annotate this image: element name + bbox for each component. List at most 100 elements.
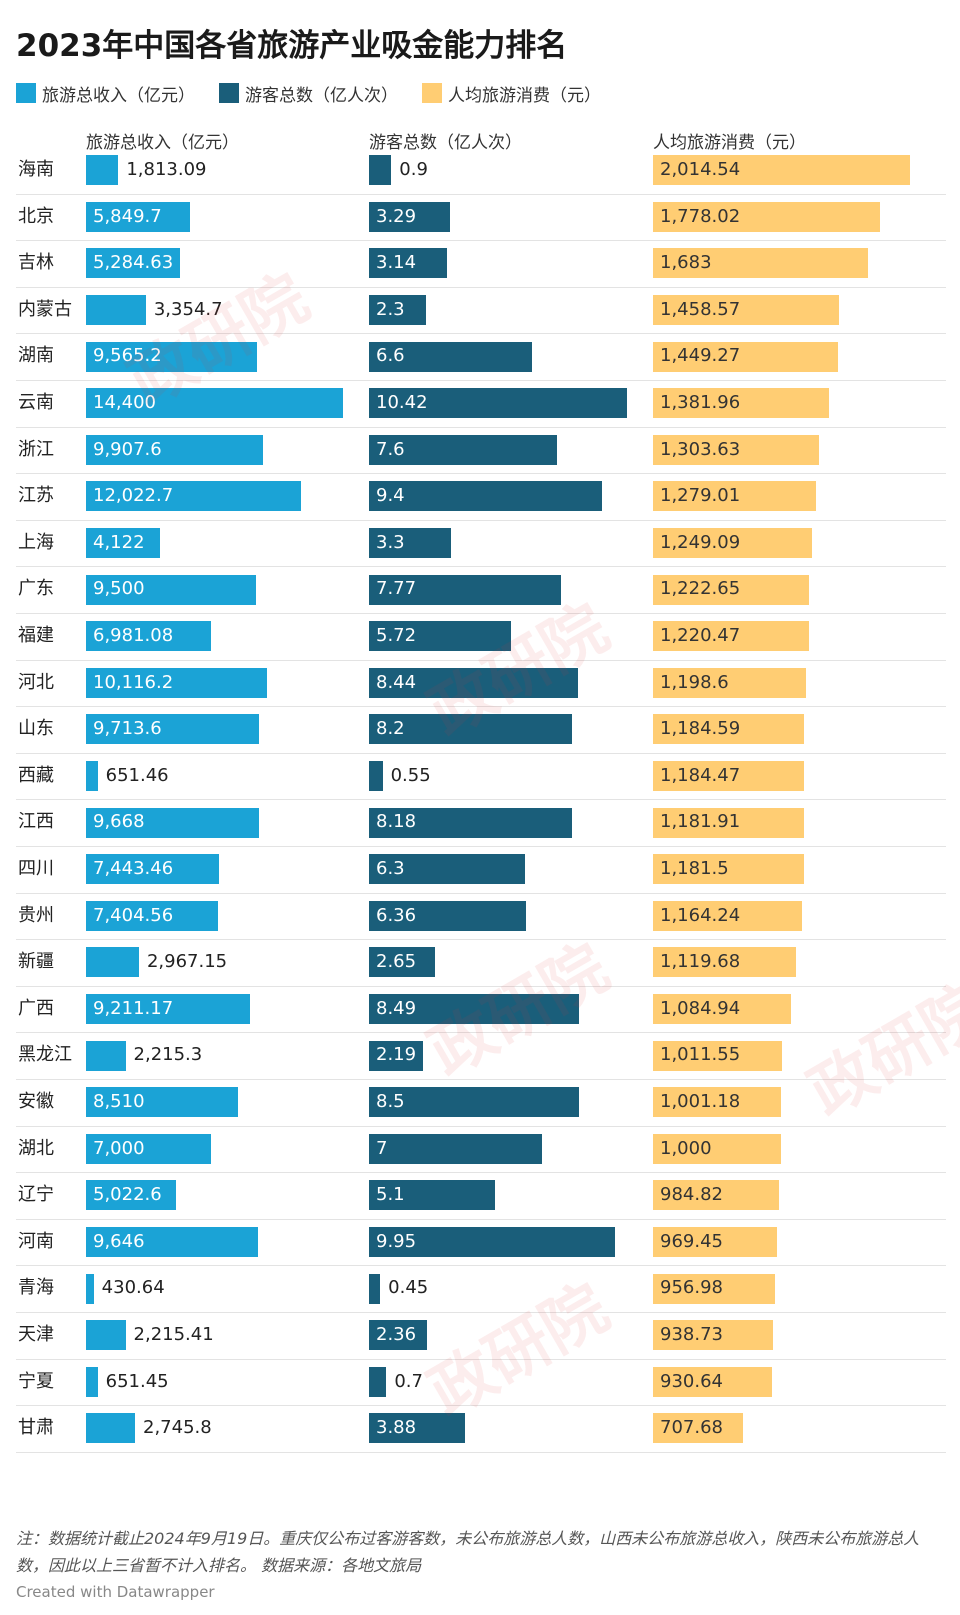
- visitors-bar: [369, 1413, 466, 1444]
- visitors-value-label: 3.29: [376, 205, 417, 227]
- legend-swatch-revenue: [16, 83, 36, 103]
- per_capita-bar: [653, 667, 806, 698]
- visitors-value-label: 6.36: [376, 904, 417, 926]
- table-row: 新疆 2,967.15 2.65 1,119.68: [16, 939, 946, 987]
- revenue-value-label: 4,122: [93, 531, 145, 553]
- visitors-bar: [369, 1320, 428, 1351]
- province-label: 四川: [18, 858, 54, 879]
- revenue-bar: [86, 900, 219, 931]
- revenue-bar: [86, 1273, 94, 1304]
- credit-line: Created with Datawrapper: [16, 1583, 215, 1601]
- per_capita-bar: [653, 1087, 781, 1118]
- revenue-value-label: 9,565.2: [93, 345, 162, 367]
- per_capita-value-label: 1,181.91: [660, 811, 741, 833]
- revenue-value-label: 5,022.6: [93, 1184, 162, 1206]
- visitors-bar: [369, 994, 580, 1025]
- visitors-value-label: 8.2: [376, 718, 405, 740]
- visitors-bar: [369, 341, 533, 372]
- table-row: 湖北 7,000 7 1,000: [16, 1126, 946, 1174]
- per_capita-value-label: 930.64: [660, 1370, 723, 1392]
- table-row: 河南 9,646 9.95 969.45: [16, 1219, 946, 1267]
- revenue-bar: [86, 994, 251, 1025]
- visitors-bar: [369, 714, 573, 745]
- per_capita-value-label: 1,249.09: [660, 531, 741, 553]
- revenue-value-label: 5,849.7: [93, 205, 162, 227]
- revenue-value-label: 9,713.6: [93, 718, 162, 740]
- per_capita-bar: [653, 761, 805, 792]
- visitors-bar: [369, 155, 392, 186]
- province-label: 浙江: [18, 438, 54, 460]
- legend-label-visitors: 游客总数（亿人次）: [245, 85, 398, 106]
- revenue-bar: [86, 481, 301, 512]
- table-row: 内蒙古 3,354.7 2.3 1,458.57: [16, 287, 946, 335]
- revenue-bar: [86, 761, 98, 792]
- revenue-value-label: 9,500: [93, 578, 145, 600]
- per_capita-value-label: 2,014.54: [660, 159, 741, 180]
- revenue-bar: [86, 621, 211, 652]
- province-label: 海南: [18, 159, 54, 180]
- column-header-revenue: 旅游总收入（亿元）: [86, 133, 239, 153]
- revenue-value-label: 651.46: [105, 764, 169, 786]
- revenue-bar: [86, 1180, 176, 1211]
- table-row: 江苏 12,022.7 9.4 1,279.01: [16, 473, 946, 521]
- visitors-value-label: 7.77: [376, 578, 417, 600]
- visitors-value-label: 5.72: [376, 625, 417, 646]
- province-label: 河北: [18, 671, 54, 693]
- revenue-bar: [86, 947, 139, 978]
- revenue-value-label: 9,646: [93, 1230, 145, 1252]
- province-label: 宁夏: [18, 1370, 54, 1392]
- table-row: 安徽 8,510 8.5 1,001.18: [16, 1079, 946, 1127]
- per_capita-value-label: 1,184.47: [660, 764, 741, 786]
- per_capita-bar: [653, 947, 796, 978]
- province-label: 黑龙江: [18, 1044, 72, 1066]
- table-row: 海南 1,813.09 0.9 2,014.54: [16, 147, 946, 195]
- table-row: 福建 6,981.08 5.72 1,220.47: [16, 613, 946, 661]
- per_capita-value-label: 1,000: [660, 1137, 712, 1159]
- per_capita-bar: [653, 1040, 783, 1071]
- per_capita-bar: [653, 1366, 772, 1397]
- visitors-value-label: 9.95: [376, 1230, 417, 1252]
- province-label: 江苏: [18, 485, 54, 507]
- table-row: 上海 4,122 3.3 1,249.09: [16, 520, 946, 568]
- visitors-bar: [369, 574, 562, 605]
- visitors-value-label: 5.1: [376, 1184, 405, 1206]
- revenue-bar: [86, 1227, 259, 1258]
- table-row: 湖南 9,565.2 6.6 1,449.27: [16, 333, 946, 381]
- per_capita-bar: [653, 341, 838, 372]
- per_capita-value-label: 1,181.5: [660, 858, 729, 879]
- table-row: 广西 9,211.17 8.49 1,084.94: [16, 986, 946, 1034]
- per_capita-bar: [653, 295, 840, 326]
- table-row: 辽宁 5,022.6 5.1 984.82: [16, 1172, 946, 1220]
- visitors-value-label: 3.88: [376, 1417, 417, 1439]
- revenue-value-label: 10,116.2: [93, 671, 174, 693]
- visitors-value-label: 2.19: [376, 1044, 417, 1066]
- revenue-value-label: 430.64: [101, 1277, 165, 1299]
- column-header-per-capita: 人均旅游消费（元）: [653, 133, 806, 153]
- per_capita-value-label: 1,683: [660, 252, 712, 274]
- visitors-bar: [369, 1133, 543, 1164]
- per_capita-bar: [653, 481, 817, 512]
- table-row: 浙江 9,907.6 7.6 1,303.63: [16, 427, 946, 475]
- visitors-bar: [369, 1273, 381, 1304]
- per_capita-value-label: 938.73: [660, 1324, 723, 1345]
- legend-swatch-visitors: [219, 83, 239, 103]
- province-label: 湖北: [18, 1137, 54, 1159]
- province-label: 安徽: [18, 1091, 54, 1112]
- province-label: 贵州: [18, 904, 54, 926]
- visitors-bar: [369, 481, 602, 512]
- revenue-bar: [86, 714, 260, 745]
- per_capita-value-label: 1,279.01: [660, 485, 741, 507]
- visitors-value-label: 8.44: [376, 671, 417, 693]
- visitors-bar: [369, 1040, 424, 1071]
- revenue-bar: [86, 341, 257, 372]
- revenue-value-label: 2,215.41: [133, 1324, 214, 1345]
- legend-item-visitors: 游客总数（亿人次）: [219, 81, 398, 106]
- revenue-bar: [86, 1366, 98, 1397]
- table-row: 黑龙江 2,215.3 2.19 1,011.55: [16, 1032, 946, 1080]
- visitors-value-label: 2.3: [376, 298, 405, 320]
- per_capita-value-label: 956.98: [660, 1277, 723, 1299]
- per_capita-value-label: 1,184.59: [660, 718, 741, 740]
- table-row: 河北 10,116.2 8.44 1,198.6: [16, 660, 946, 708]
- per_capita-bar: [653, 854, 804, 885]
- revenue-bar: [86, 528, 160, 559]
